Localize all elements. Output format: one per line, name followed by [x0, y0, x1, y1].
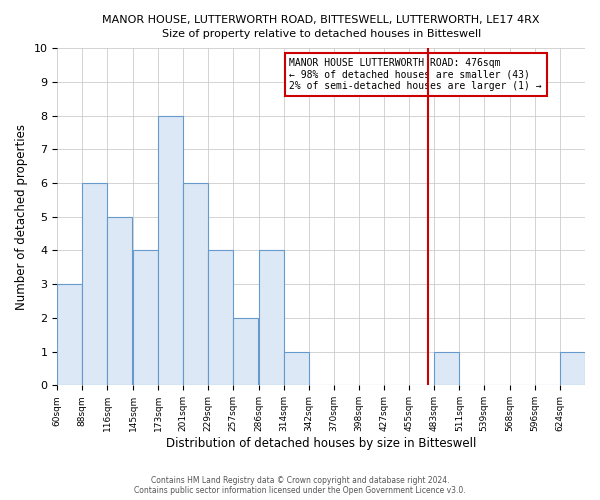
Text: MANOR HOUSE LUTTERWORTH ROAD: 476sqm
← 98% of detached houses are smaller (43)
2: MANOR HOUSE LUTTERWORTH ROAD: 476sqm ← 9…: [289, 58, 542, 92]
Text: Contains HM Land Registry data © Crown copyright and database right 2024.
Contai: Contains HM Land Registry data © Crown c…: [134, 476, 466, 495]
Bar: [158, 116, 183, 386]
Bar: [233, 318, 258, 386]
Bar: [560, 352, 585, 386]
Bar: [57, 284, 82, 386]
Bar: [183, 183, 208, 386]
Bar: [259, 250, 284, 386]
X-axis label: Distribution of detached houses by size in Bitteswell: Distribution of detached houses by size …: [166, 437, 476, 450]
Bar: [284, 352, 308, 386]
Bar: [133, 250, 158, 386]
Title: MANOR HOUSE, LUTTERWORTH ROAD, BITTESWELL, LUTTERWORTH, LE17 4RX
Size of propert: MANOR HOUSE, LUTTERWORTH ROAD, BITTESWEL…: [103, 15, 540, 39]
Bar: [107, 216, 132, 386]
Bar: [434, 352, 460, 386]
Bar: [208, 250, 233, 386]
Y-axis label: Number of detached properties: Number of detached properties: [15, 124, 28, 310]
Bar: [82, 183, 107, 386]
